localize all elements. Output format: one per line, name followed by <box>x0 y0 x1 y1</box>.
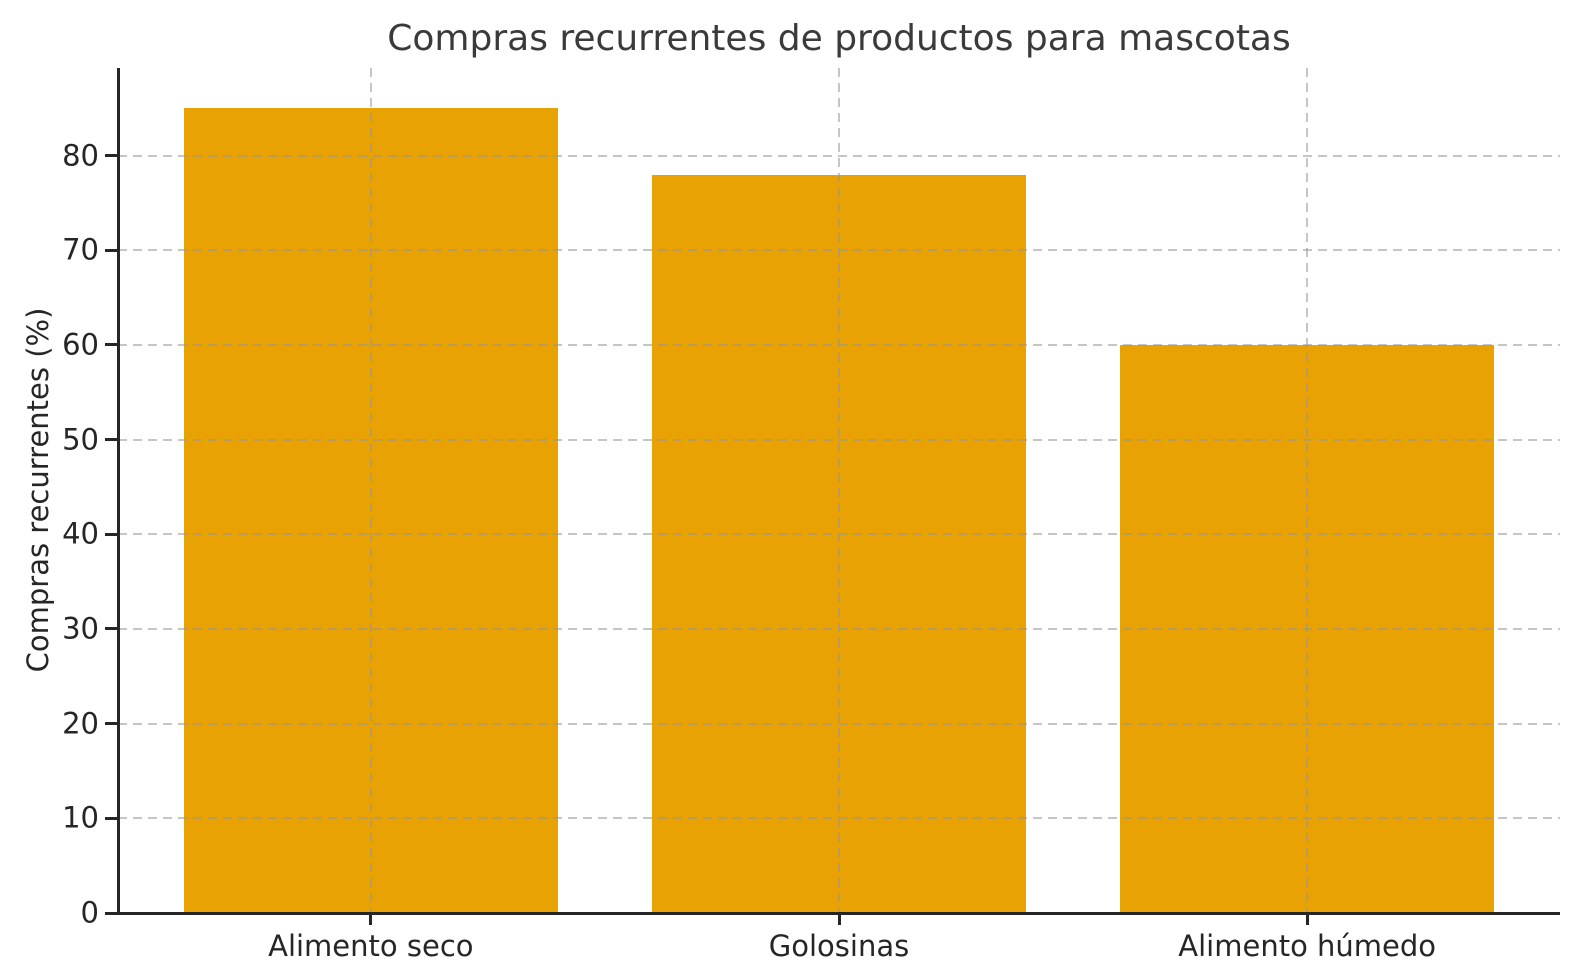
chart-title: Compras recurrentes de productos para ma… <box>387 18 1291 59</box>
y-tick-mark <box>104 154 117 158</box>
y-tick-mark <box>104 248 117 252</box>
plot-area: 0 10 20 30 40 50 60 70 80 Alimento seco Golosinas A… <box>62 68 1560 963</box>
y-tick-mark <box>104 911 117 915</box>
x-tick-label: Golosinas <box>768 929 910 963</box>
y-axis-label: Compras recurrentes (%) <box>21 307 55 673</box>
gridline-vertical <box>1306 68 1309 913</box>
y-tick-mark <box>104 816 117 820</box>
y-tick-label: 30 <box>62 611 99 646</box>
x-tick-label: Alimento húmedo <box>1178 929 1437 963</box>
y-tick-label: 40 <box>62 516 99 551</box>
y-tick-label: 50 <box>62 421 99 456</box>
y-tick-mark <box>104 438 117 442</box>
y-axis <box>116 68 120 915</box>
x-tick-mark <box>1305 914 1309 925</box>
y-tick-label: 10 <box>62 800 99 835</box>
y-tick-label: 70 <box>62 232 99 267</box>
y-tick-label: 60 <box>62 327 99 362</box>
y-tick-label: 20 <box>62 705 99 740</box>
x-tick-label: Alimento seco <box>268 929 474 963</box>
y-tick-mark <box>104 343 117 347</box>
x-axis <box>116 911 1560 915</box>
ticks-layer: 0 10 20 30 40 50 60 70 80 Alimento seco Golosinas A… <box>62 68 1560 963</box>
y-tick-label: 80 <box>62 137 99 172</box>
y-tick-mark <box>104 532 117 536</box>
x-tick-mark <box>837 914 841 925</box>
y-tick-label: 0 <box>80 895 99 930</box>
gridline-vertical <box>369 68 372 913</box>
y-tick-mark <box>104 627 117 631</box>
grid-layer <box>118 68 1560 913</box>
y-tick-mark <box>104 722 117 726</box>
x-tick-mark <box>369 914 373 925</box>
gridline-vertical <box>838 68 840 913</box>
